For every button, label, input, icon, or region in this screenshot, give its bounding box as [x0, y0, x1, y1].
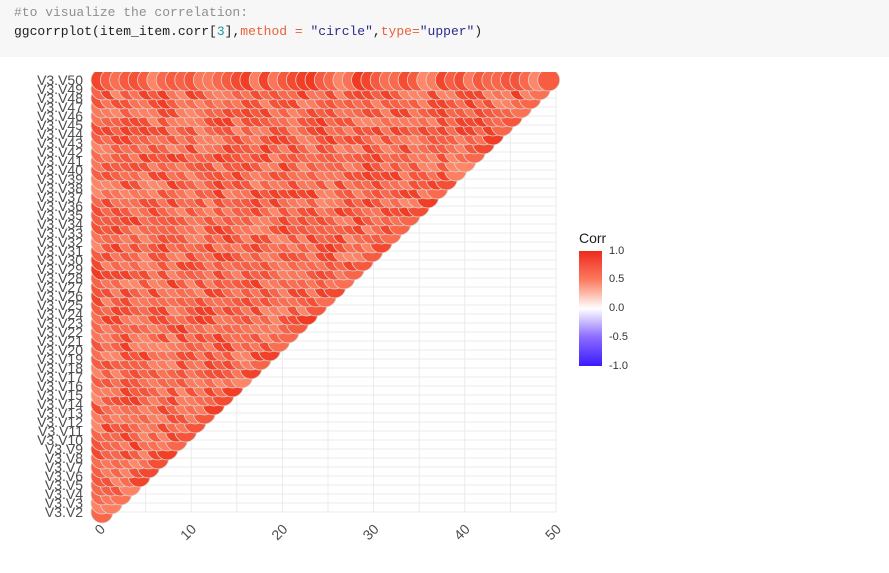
legend-title: Corr — [579, 230, 607, 246]
x-tick-label: 20 — [268, 521, 290, 543]
y-label: V3.V49 — [37, 81, 83, 97]
code-type-value: "upper" — [419, 24, 475, 39]
code-call: ggcorrplot(item_item.corr[3],method = "c… — [14, 24, 483, 39]
y-label: V3.V31 — [37, 243, 83, 259]
y-label: V3.V39 — [37, 171, 83, 187]
y-label: V3.V32 — [37, 234, 83, 250]
y-label: V3.V29 — [37, 261, 83, 277]
x-axis-labels: 0 10 20 30 40 50 — [91, 521, 564, 543]
corr-circle — [537, 72, 561, 92]
legend-color-bar — [579, 251, 602, 366]
code-function: ggcorrplot — [14, 24, 93, 39]
y-label: V3.V25 — [37, 297, 83, 313]
y-label: V3.V2 — [45, 504, 83, 520]
legend-label-1: 1.0 — [609, 245, 625, 257]
y-label: V3.V35 — [37, 207, 83, 223]
legend-label-0: 0.0 — [609, 302, 625, 314]
y-label: V3.V45 — [37, 117, 83, 133]
y-label: V3.V23 — [37, 315, 83, 331]
y-label: V3.V17 — [37, 369, 83, 385]
y-label: V3.V10 — [37, 432, 83, 448]
y-label: V3.V4 — [45, 486, 83, 502]
y-label: V3.V47 — [37, 99, 83, 115]
correlation-plot: V3.V2V3.V3V3.V4V3.V5V3.V6V3.V7V3.V8V3.V9… — [37, 72, 564, 543]
y-label: V3.V33 — [37, 225, 83, 241]
y-label: V3.V9 — [45, 441, 83, 457]
y-label: V3.V19 — [37, 351, 83, 367]
x-tick-label: 50 — [542, 521, 564, 543]
legend-label-05: 0.5 — [609, 273, 625, 285]
y-label: V3.V5 — [45, 477, 83, 493]
x-tick-label: 30 — [359, 521, 381, 543]
code-comment: #to visualize the correlation: — [14, 5, 249, 20]
y-label: V3.V44 — [37, 126, 83, 142]
x-tick-label: 10 — [177, 521, 199, 543]
y-label: V3.V6 — [45, 468, 83, 484]
y-label: V3.V26 — [37, 288, 83, 304]
y-label: V3.V15 — [37, 387, 83, 403]
y-label: V3.V36 — [37, 198, 83, 214]
y-label: V3.V27 — [37, 279, 83, 295]
code-object: item_item.corr — [99, 24, 210, 39]
y-label: V3.V11 — [38, 423, 83, 439]
y-label: V3.V21 — [37, 333, 83, 349]
y-label: V3.V42 — [37, 144, 83, 160]
code-type-key: type= — [380, 24, 420, 39]
y-axis-labels: V3.V2V3.V3V3.V4V3.V5V3.V6V3.V7V3.V8V3.V9… — [37, 72, 83, 520]
legend-label-neg05: -0.5 — [609, 331, 628, 343]
x-tick-label: 40 — [451, 521, 473, 543]
y-label: V3.V16 — [37, 378, 83, 394]
y-label: V3.V18 — [37, 360, 83, 376]
y-label: V3.V48 — [37, 90, 83, 106]
y-label: V3.V34 — [37, 216, 83, 232]
legend-label-neg1: -1.0 — [609, 360, 628, 372]
code-cell[interactable]: #to visualize the correlation: ggcorrplo… — [0, 0, 889, 57]
y-label: V3.V3 — [45, 495, 83, 511]
y-label: V3.V38 — [37, 180, 83, 196]
y-label: V3.V43 — [37, 135, 83, 151]
x-tick-label: 0 — [91, 521, 108, 538]
y-label: V3.V8 — [45, 450, 83, 466]
y-label: V3.V40 — [37, 162, 83, 178]
y-label: V3.V41 — [37, 153, 83, 169]
y-label: V3.V22 — [37, 324, 83, 340]
corr-legend: Corr 1.0 0.5 0.0 -0.5 -1.0 — [579, 230, 649, 380]
y-label: V3.V46 — [37, 108, 83, 124]
y-label: V3.V30 — [37, 252, 83, 268]
code-index: 3 — [216, 24, 225, 39]
y-label: V3.V28 — [37, 270, 83, 286]
y-label: V3.V14 — [37, 396, 83, 412]
correlation-circles — [90, 72, 561, 524]
y-label: V3.V24 — [37, 306, 83, 322]
y-label: V3.V13 — [37, 405, 83, 421]
y-label: V3.V37 — [37, 189, 83, 205]
code-method-value: "circle" — [310, 24, 373, 39]
y-label: V3.V12 — [37, 414, 83, 430]
code-method-key: method = — [240, 24, 311, 39]
y-label: V3.V50 — [37, 72, 83, 88]
y-label: V3.V20 — [37, 342, 83, 358]
y-label: V3.V7 — [45, 459, 83, 475]
